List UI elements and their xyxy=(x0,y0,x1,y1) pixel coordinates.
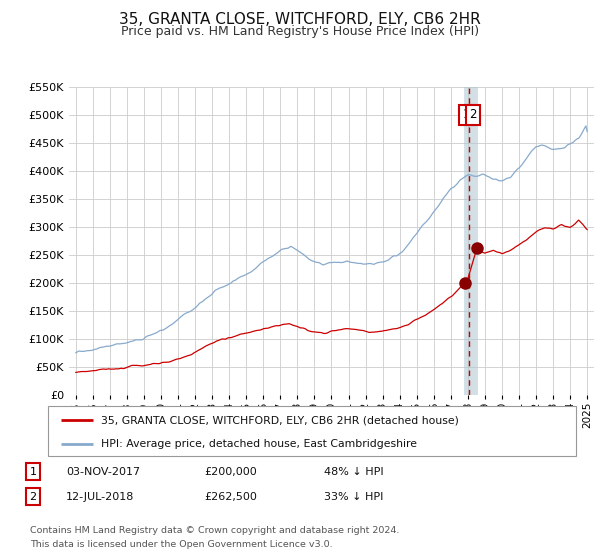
Text: 2: 2 xyxy=(469,108,476,122)
Text: Contains HM Land Registry data © Crown copyright and database right 2024.: Contains HM Land Registry data © Crown c… xyxy=(30,526,400,535)
Text: 35, GRANTA CLOSE, WITCHFORD, ELY, CB6 2HR: 35, GRANTA CLOSE, WITCHFORD, ELY, CB6 2H… xyxy=(119,12,481,27)
Text: Price paid vs. HM Land Registry's House Price Index (HPI): Price paid vs. HM Land Registry's House … xyxy=(121,25,479,38)
FancyBboxPatch shape xyxy=(48,406,576,456)
Text: This data is licensed under the Open Government Licence v3.0.: This data is licensed under the Open Gov… xyxy=(30,540,332,549)
Text: 03-NOV-2017: 03-NOV-2017 xyxy=(66,466,140,477)
Text: 33% ↓ HPI: 33% ↓ HPI xyxy=(324,492,383,502)
Text: 2: 2 xyxy=(29,492,37,502)
Text: £200,000: £200,000 xyxy=(204,466,257,477)
Text: 35, GRANTA CLOSE, WITCHFORD, ELY, CB6 2HR (detached house): 35, GRANTA CLOSE, WITCHFORD, ELY, CB6 2H… xyxy=(101,415,458,425)
Text: 48% ↓ HPI: 48% ↓ HPI xyxy=(324,466,383,477)
Text: £262,500: £262,500 xyxy=(204,492,257,502)
Text: HPI: Average price, detached house, East Cambridgeshire: HPI: Average price, detached house, East… xyxy=(101,439,417,449)
Text: 1: 1 xyxy=(463,108,470,122)
Text: 12-JUL-2018: 12-JUL-2018 xyxy=(66,492,134,502)
Text: 1: 1 xyxy=(29,466,37,477)
